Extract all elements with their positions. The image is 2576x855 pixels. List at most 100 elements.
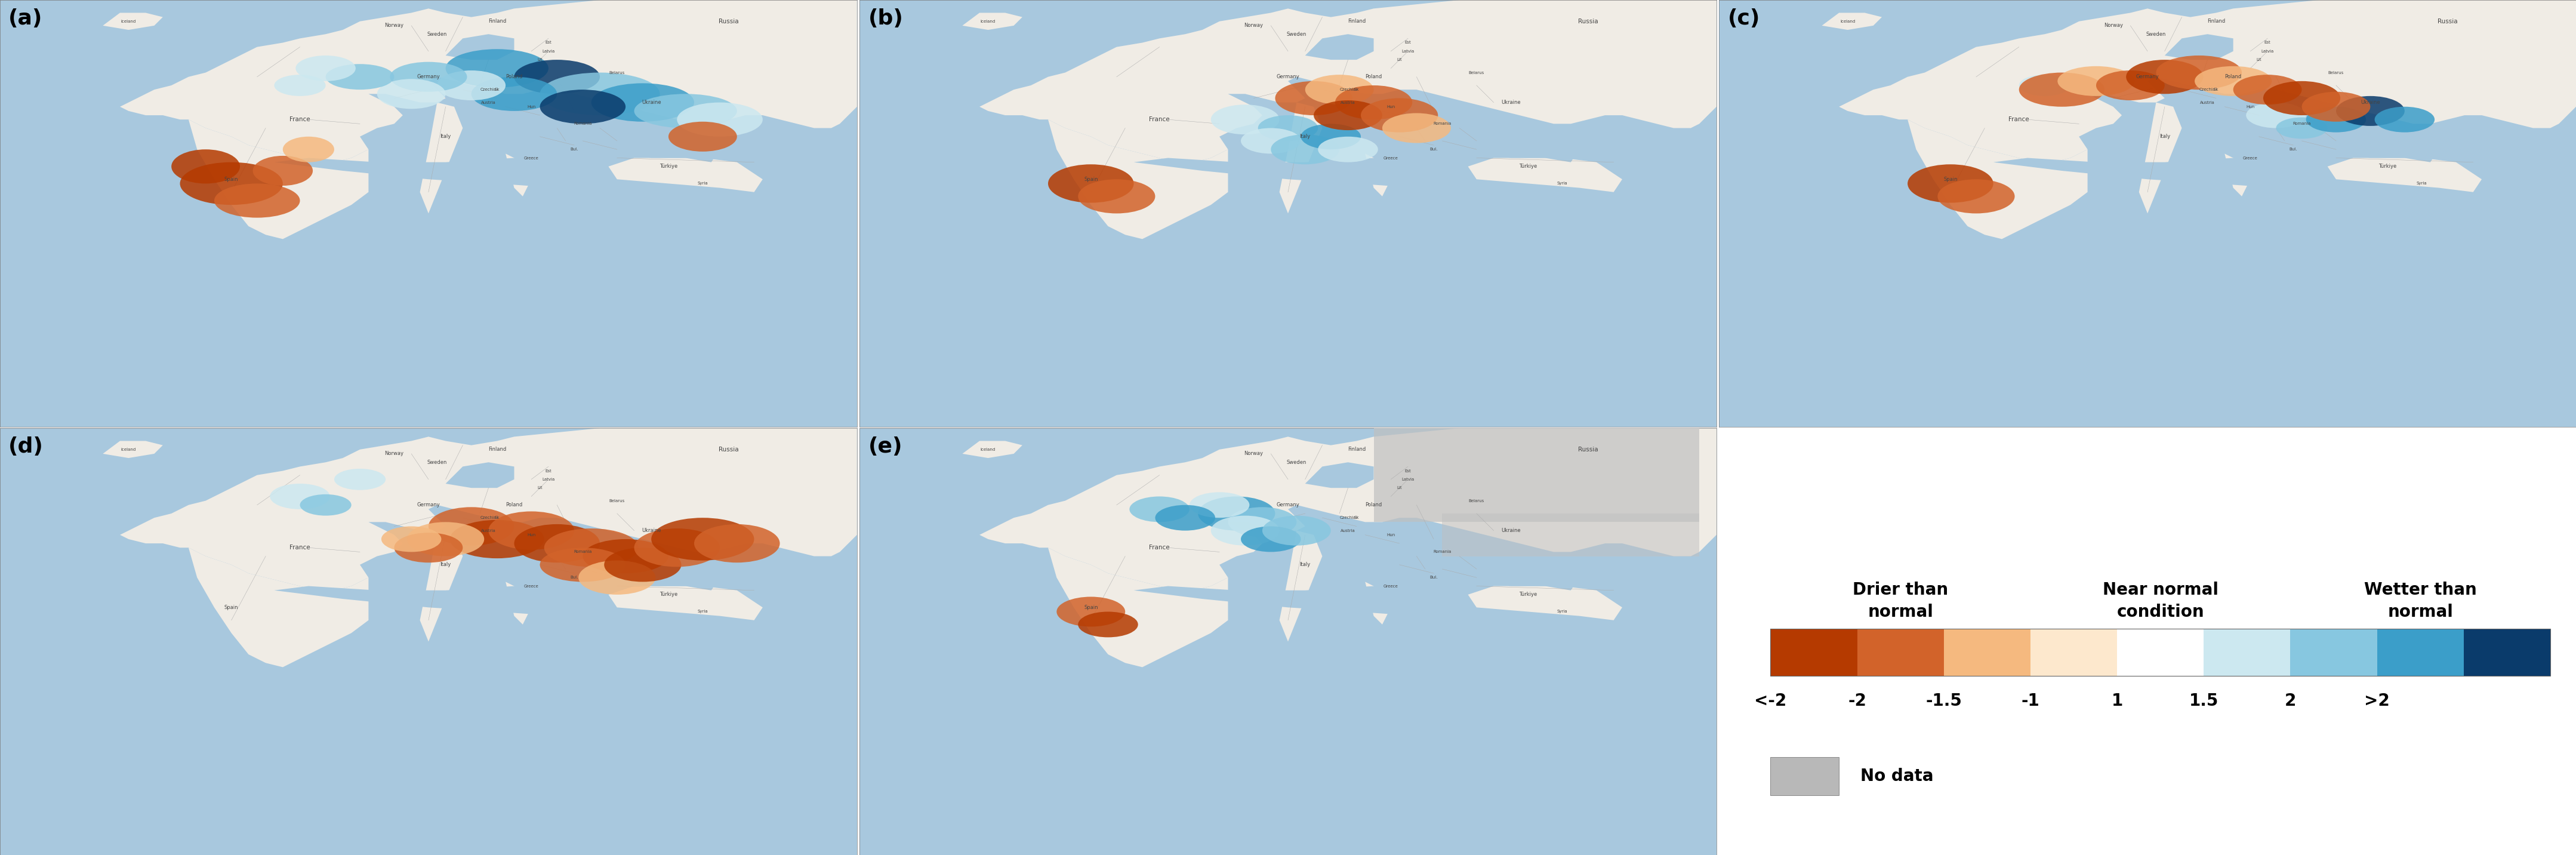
Ellipse shape — [438, 70, 505, 100]
Text: (a): (a) — [8, 9, 44, 29]
Polygon shape — [121, 0, 858, 162]
Text: France: France — [2009, 116, 2030, 122]
Polygon shape — [618, 565, 719, 590]
Ellipse shape — [1154, 505, 1216, 531]
Ellipse shape — [1257, 115, 1319, 141]
Text: Est: Est — [546, 41, 551, 44]
Polygon shape — [1994, 158, 2318, 188]
Text: -1.5: -1.5 — [1927, 693, 1963, 710]
Text: Latvia: Latvia — [541, 478, 554, 481]
Polygon shape — [258, 47, 299, 86]
Text: Czechia: Czechia — [1340, 88, 1355, 91]
Ellipse shape — [252, 156, 312, 186]
Ellipse shape — [273, 74, 325, 96]
Ellipse shape — [1190, 492, 1249, 518]
Ellipse shape — [667, 121, 737, 151]
Polygon shape — [1476, 565, 1579, 590]
Text: Near normal
condition: Near normal condition — [2102, 581, 2218, 620]
Polygon shape — [1909, 120, 2087, 239]
Ellipse shape — [428, 507, 515, 545]
Bar — [2463, 628, 2550, 675]
Text: Sweden: Sweden — [428, 460, 448, 465]
Polygon shape — [103, 13, 162, 30]
Polygon shape — [1468, 586, 1623, 620]
Text: Lit: Lit — [1396, 58, 1401, 62]
Text: Syria: Syria — [698, 182, 708, 186]
Ellipse shape — [1229, 507, 1296, 537]
Ellipse shape — [389, 62, 466, 91]
Ellipse shape — [299, 494, 350, 516]
Bar — [1770, 628, 1857, 675]
Text: Germany: Germany — [417, 74, 440, 80]
Text: Italy: Italy — [1301, 134, 1311, 139]
Text: Russia: Russia — [1579, 446, 1597, 452]
Text: Türkiye: Türkiye — [1520, 164, 1538, 169]
Text: Romania: Romania — [1432, 122, 1450, 126]
Ellipse shape — [1128, 497, 1190, 522]
Text: Sweden: Sweden — [1285, 32, 1306, 37]
Ellipse shape — [283, 137, 335, 162]
Text: Spain: Spain — [1084, 177, 1097, 182]
Ellipse shape — [180, 162, 283, 205]
Text: Hun: Hun — [528, 533, 536, 537]
Text: Türkiye: Türkiye — [659, 592, 677, 598]
Text: Norway: Norway — [384, 451, 404, 457]
Text: Belarus: Belarus — [2329, 71, 2344, 74]
Ellipse shape — [2097, 70, 2164, 100]
Text: Russia: Russia — [1579, 18, 1597, 24]
Text: Syria: Syria — [698, 610, 708, 614]
Ellipse shape — [2246, 103, 2306, 128]
Text: Spain: Spain — [1942, 177, 1958, 182]
Ellipse shape — [582, 540, 667, 573]
Polygon shape — [1280, 531, 1321, 641]
Ellipse shape — [2277, 117, 2329, 139]
Text: Drier than
normal: Drier than normal — [1852, 581, 1947, 620]
Ellipse shape — [471, 77, 556, 111]
Ellipse shape — [634, 528, 719, 567]
Ellipse shape — [1198, 497, 1275, 531]
Text: Lit: Lit — [538, 58, 544, 62]
Text: France: France — [289, 545, 309, 551]
Ellipse shape — [325, 64, 394, 90]
Text: Sweden: Sweden — [1285, 460, 1306, 465]
Ellipse shape — [634, 94, 737, 128]
Text: Austria: Austria — [482, 101, 495, 104]
Text: Hun: Hun — [1386, 105, 1396, 109]
Text: Austria: Austria — [1340, 528, 1355, 533]
Polygon shape — [979, 0, 1716, 162]
Text: Germany: Germany — [1278, 74, 1298, 80]
Text: Italy: Italy — [2159, 134, 2169, 139]
Polygon shape — [121, 428, 858, 590]
Text: Romania: Romania — [574, 122, 592, 126]
Polygon shape — [1048, 548, 1229, 667]
Text: Ukraine: Ukraine — [1502, 100, 1520, 105]
Ellipse shape — [451, 520, 544, 558]
Text: Russia: Russia — [719, 446, 739, 452]
Ellipse shape — [1211, 516, 1280, 545]
Polygon shape — [618, 137, 719, 162]
Ellipse shape — [2233, 74, 2303, 104]
Polygon shape — [420, 103, 464, 214]
Text: Russia: Russia — [719, 18, 739, 24]
Text: Est: Est — [546, 469, 551, 473]
Ellipse shape — [1056, 597, 1126, 627]
Text: Spain: Spain — [224, 604, 240, 610]
Text: 1.5: 1.5 — [2190, 693, 2218, 710]
Ellipse shape — [1319, 137, 1378, 162]
Ellipse shape — [2058, 66, 2136, 96]
Text: Finland: Finland — [487, 447, 505, 452]
Polygon shape — [1365, 154, 1399, 197]
Polygon shape — [608, 586, 762, 620]
Ellipse shape — [1048, 164, 1133, 203]
Polygon shape — [1133, 158, 1461, 188]
Text: Est: Est — [1404, 469, 1412, 473]
Text: Lit: Lit — [1396, 486, 1401, 490]
Text: Hun: Hun — [528, 105, 536, 109]
Text: Sk: Sk — [1355, 88, 1360, 91]
Ellipse shape — [605, 548, 680, 581]
Text: Belarus: Belarus — [608, 71, 626, 74]
Text: Latvia: Latvia — [2262, 50, 2275, 53]
Ellipse shape — [541, 90, 626, 124]
Text: Germany: Germany — [2136, 74, 2159, 80]
Bar — [2378, 628, 2463, 675]
